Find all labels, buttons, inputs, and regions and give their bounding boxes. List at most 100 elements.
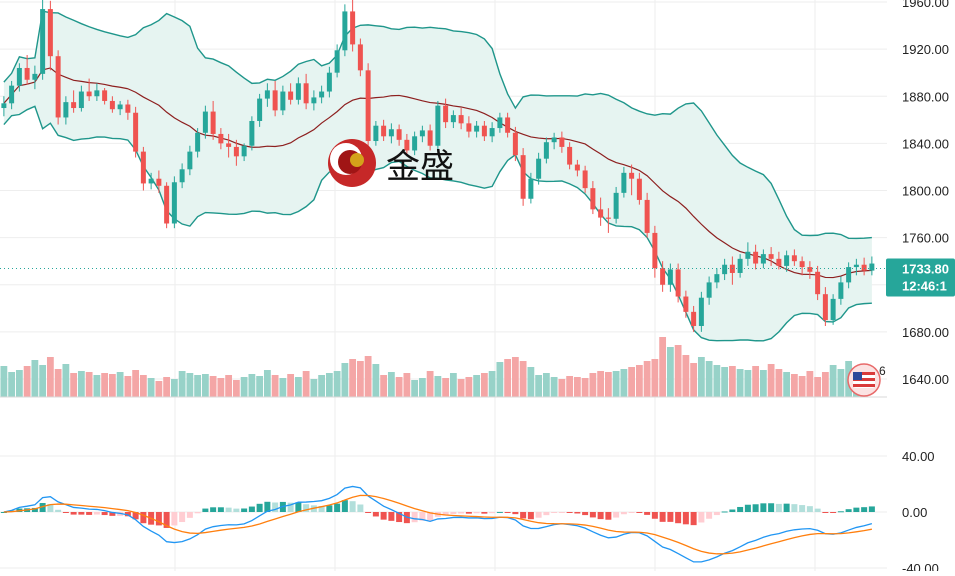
volume-bar <box>287 374 295 397</box>
candle-body <box>396 129 402 140</box>
candle-body <box>202 111 208 133</box>
macd-histogram-bar <box>799 505 806 512</box>
macd-histogram-bar <box>613 512 620 518</box>
candle <box>559 131 565 153</box>
volume-bar <box>457 379 465 397</box>
macd-histogram-bar <box>667 512 674 522</box>
candle-body <box>675 269 681 297</box>
candle <box>202 105 208 139</box>
volume-bar <box>77 371 85 397</box>
volume-bar <box>604 372 612 397</box>
macd-histogram-bar <box>605 512 612 520</box>
macd-histogram-bar <box>334 503 341 512</box>
candle-body <box>16 67 22 86</box>
candle-body <box>63 102 69 118</box>
candle-body <box>40 9 46 74</box>
macd-histogram-bar <box>194 512 201 514</box>
macd-line <box>3 485 873 563</box>
macd-histogram-bar <box>527 512 534 520</box>
volume-bar <box>349 359 357 397</box>
current-price-label: 1733.80 <box>902 261 949 276</box>
band-fill <box>3 11 872 341</box>
macd-histogram-bar <box>419 512 426 521</box>
volume-bar <box>341 363 349 397</box>
candle-body <box>350 11 356 45</box>
macd-histogram-bar <box>706 512 713 519</box>
candle <box>195 128 201 158</box>
macd-indicator <box>0 485 875 563</box>
candle-body <box>567 146 573 165</box>
candle <box>280 85 286 116</box>
watermark: 金盛 <box>328 139 454 187</box>
volume-bar <box>690 363 698 397</box>
macd-tick-label: -40.00 <box>902 561 939 571</box>
volume-bar <box>356 361 364 397</box>
current-price-tag: 1733.80 12:46:1 <box>886 258 955 297</box>
volume-bar <box>558 379 566 397</box>
volume-bar <box>465 377 473 397</box>
candle-body <box>768 254 774 259</box>
candle-body <box>861 264 867 271</box>
candle <box>698 291 704 332</box>
price-tick-label: 1640.00 <box>902 372 949 387</box>
candle-body <box>815 271 821 295</box>
volume-bar <box>240 377 248 397</box>
macd-histogram-bar <box>264 501 271 512</box>
macd-histogram-bar <box>171 512 178 526</box>
volume-bar <box>124 376 132 397</box>
volume-bar <box>752 366 760 397</box>
volume-bar <box>581 378 589 397</box>
candle <box>388 123 394 144</box>
macd-histogram-bar <box>473 512 480 514</box>
candle <box>241 143 247 162</box>
volume-bar <box>589 373 597 397</box>
candle <box>536 152 542 185</box>
volume-bar <box>666 347 674 397</box>
volume-bar <box>566 376 574 397</box>
volume-bar <box>201 374 209 397</box>
macd-histogram-bar <box>620 512 627 515</box>
macd-histogram-bar <box>768 503 775 512</box>
volume-bar <box>15 370 23 397</box>
macd-histogram-bar <box>721 511 728 513</box>
candle-body <box>706 282 712 298</box>
volume-bar <box>186 373 194 397</box>
candle <box>156 170 162 193</box>
volume-bar <box>139 375 147 397</box>
macd-histogram-bar <box>109 512 116 516</box>
volume-bar <box>612 371 620 397</box>
candle-body <box>574 164 580 171</box>
candle-body <box>846 267 852 283</box>
volume-bar <box>488 371 496 397</box>
candle <box>629 164 635 196</box>
macd-histogram-bar <box>303 504 310 512</box>
candle <box>148 172 154 190</box>
candle-body <box>171 182 177 224</box>
candle <box>288 83 294 105</box>
candle-body <box>698 297 704 326</box>
candles[interactable] <box>1 0 875 332</box>
candle-body <box>303 83 309 104</box>
macd-histogram-bar <box>396 512 403 523</box>
volume-bar <box>783 372 791 397</box>
macd-histogram-bar <box>241 508 248 512</box>
macd-histogram-bar <box>791 504 798 512</box>
candle-body <box>272 90 278 111</box>
candle-body <box>667 269 673 285</box>
volume-bar <box>387 372 395 397</box>
macd-histogram-bar <box>140 512 147 524</box>
candle-body <box>280 91 286 111</box>
candle <box>667 263 673 292</box>
candle-body <box>822 294 828 321</box>
macd-histogram-bar <box>861 507 868 512</box>
candle-body <box>71 102 77 109</box>
candle-body <box>838 282 844 299</box>
event-badge[interactable]: 6 <box>847 363 886 397</box>
candle <box>226 133 232 158</box>
macd-histogram-bar <box>272 502 279 512</box>
volume-bar <box>473 375 481 397</box>
candle-body <box>652 232 658 269</box>
candle <box>109 96 115 113</box>
